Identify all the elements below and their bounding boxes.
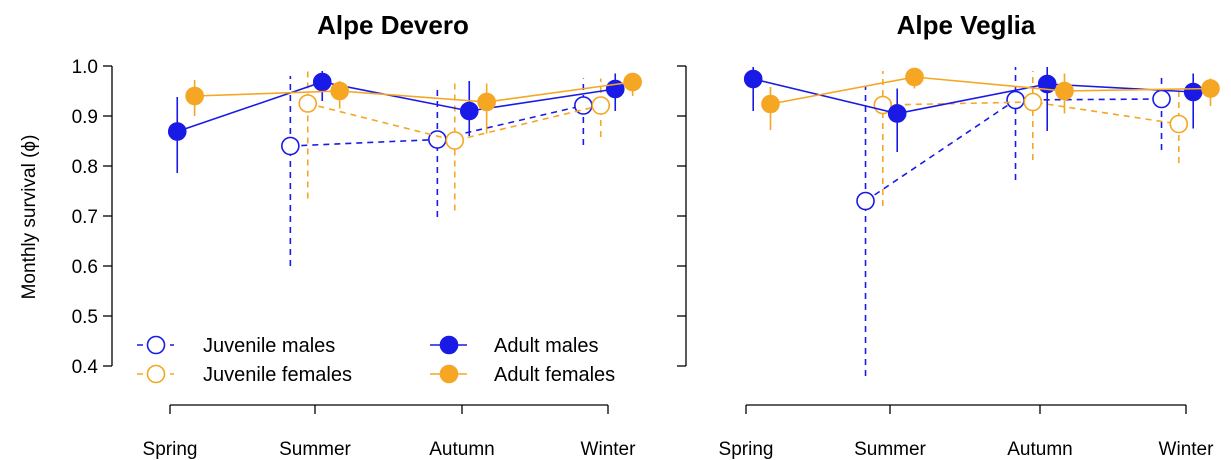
legend-marker-filled <box>439 364 459 384</box>
legend-marker-filled <box>439 335 459 355</box>
panel-alpe-devero: Alpe Devero Monthly survival (ϕ) 0.4 0.5 0… <box>19 10 642 460</box>
legend-label: Juvenile males <box>203 335 335 357</box>
series-line <box>194 81 633 103</box>
panel-alpe-veglia: Alpe Veglia Spring Summer Autumn Winter <box>677 10 1220 460</box>
x-tick-label: Summer <box>279 439 351 460</box>
data-point <box>743 69 763 89</box>
data-point <box>281 136 300 156</box>
data-point <box>1006 90 1025 110</box>
data-point <box>428 130 447 149</box>
data-point <box>591 96 611 115</box>
data-point <box>298 94 318 113</box>
x-tick-label: Winter <box>1159 439 1215 460</box>
x-tick-label: Summer <box>854 439 926 460</box>
series-adult-males <box>743 67 1203 152</box>
x-tick-label: Autumn <box>1007 439 1072 460</box>
data-point <box>167 122 187 141</box>
data-point <box>1152 89 1171 109</box>
legend-item-juvenile-males: Juvenile males <box>137 335 335 357</box>
series-line <box>770 76 1211 105</box>
series-juvenile-females <box>298 71 611 211</box>
data-point <box>887 104 907 123</box>
data-point <box>312 72 332 92</box>
data-point <box>477 92 496 112</box>
y-tick-label: 0.9 <box>72 107 98 128</box>
y-tick-label: 1.0 <box>72 57 98 78</box>
legend-label: Juvenile females <box>203 364 352 386</box>
data-point <box>1055 81 1074 101</box>
series-juvenile-males <box>856 67 1171 376</box>
legend: Juvenile males Juvenile females Adult ma… <box>137 335 615 386</box>
x-tick-label: Autumn <box>429 439 494 460</box>
series-adult-females <box>761 67 1220 130</box>
data-point <box>1023 92 1043 112</box>
x-tick-label: Winter <box>581 439 637 460</box>
legend-marker-open <box>146 335 166 355</box>
y-tick-label: 0.7 <box>72 207 98 228</box>
panel-title: Alpe Devero <box>317 10 469 40</box>
data-point <box>856 191 875 211</box>
data-point <box>1169 114 1189 134</box>
y-tick-label: 0.4 <box>72 357 99 378</box>
data-point <box>185 86 204 106</box>
legend-item-adult-females: Adult females <box>430 364 615 386</box>
legend-item-adult-males: Adult males <box>430 335 599 357</box>
series-juvenile-females <box>873 71 1189 206</box>
series-adult-females <box>185 72 642 134</box>
data-point <box>330 81 349 101</box>
data-point <box>1201 79 1220 98</box>
series-juvenile-males <box>281 76 593 266</box>
x-tick-label: Spring <box>719 439 774 460</box>
series-line <box>753 78 1194 115</box>
y-tick-label: 0.8 <box>72 157 98 178</box>
legend-item-juvenile-females: Juvenile females <box>137 364 352 386</box>
data-point <box>459 101 479 121</box>
data-point <box>761 94 780 114</box>
data-point <box>905 67 924 87</box>
y-tick-label: 0.6 <box>72 257 98 278</box>
legend-marker-open <box>146 364 166 384</box>
panel-title: Alpe Veglia <box>897 10 1036 40</box>
y-tick-label: 0.5 <box>72 307 98 328</box>
data-point <box>445 131 465 150</box>
data-point <box>623 72 642 92</box>
legend-label: Adult females <box>494 364 615 386</box>
data-point <box>1183 82 1203 102</box>
y-axis-label: Monthly survival (ϕ) <box>19 135 40 300</box>
legend-label: Adult males <box>494 335 599 357</box>
x-tick-label: Spring <box>143 439 198 460</box>
series-line <box>176 81 616 133</box>
series-adult-males <box>167 71 625 173</box>
